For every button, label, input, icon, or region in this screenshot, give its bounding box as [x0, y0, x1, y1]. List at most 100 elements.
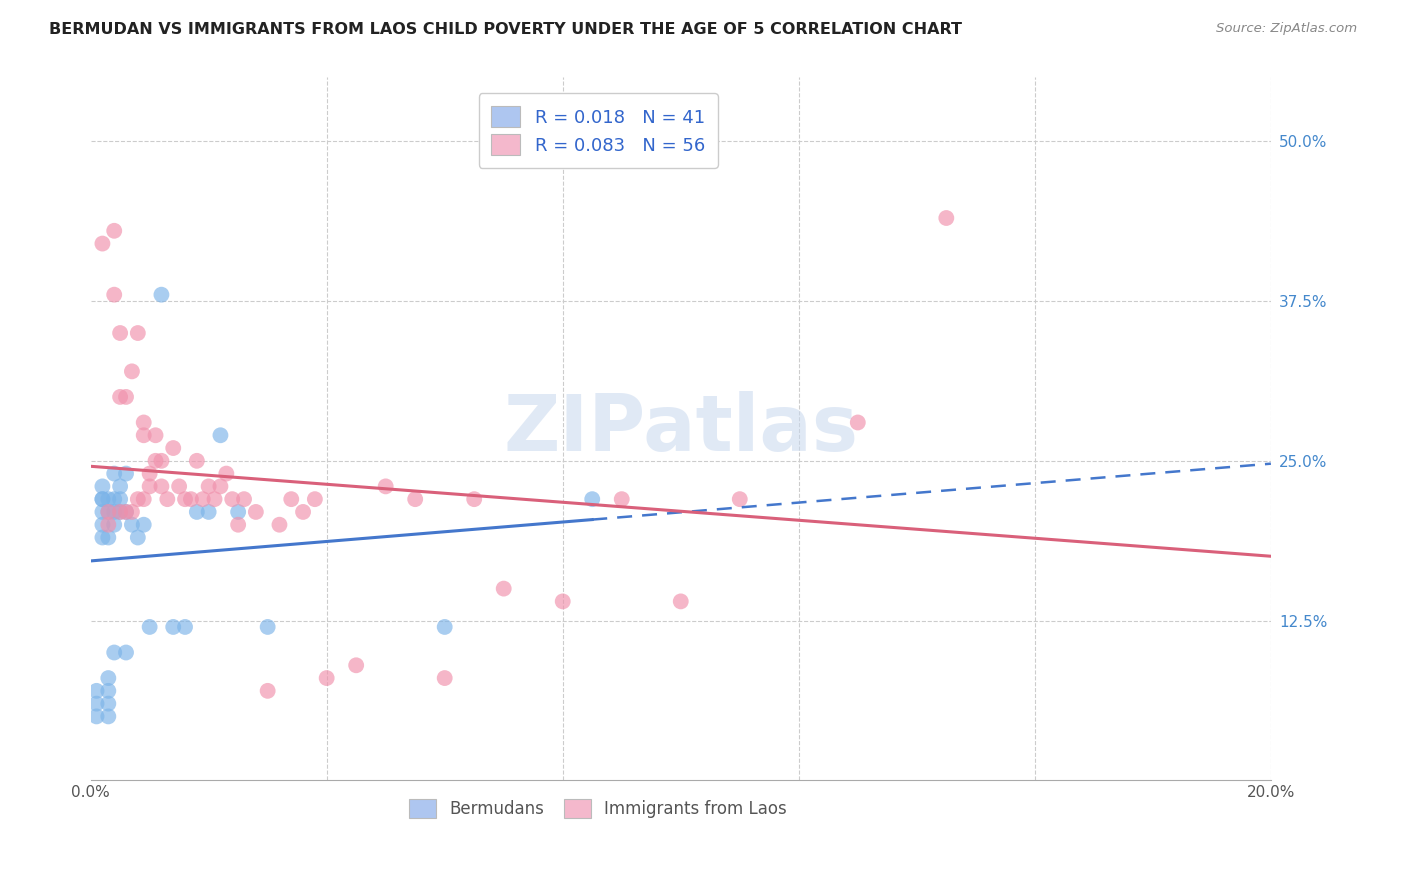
Point	[115, 646, 138, 660]
Point	[91, 531, 114, 545]
Point	[150, 479, 173, 493]
Point	[115, 505, 138, 519]
Point	[344, 658, 367, 673]
Point	[132, 492, 155, 507]
Point	[86, 709, 108, 723]
Point	[138, 467, 160, 481]
Point	[138, 479, 160, 493]
Point	[245, 505, 267, 519]
Point	[115, 505, 138, 519]
Point	[162, 620, 184, 634]
Point	[97, 683, 120, 698]
Point	[145, 454, 167, 468]
Point	[492, 582, 515, 596]
Point	[91, 236, 114, 251]
Point	[91, 517, 114, 532]
Point	[581, 492, 603, 507]
Point	[197, 505, 219, 519]
Point	[551, 594, 574, 608]
Point	[97, 517, 120, 532]
Point	[204, 492, 226, 507]
Point	[91, 505, 114, 519]
Point	[209, 428, 232, 442]
Text: Source: ZipAtlas.com: Source: ZipAtlas.com	[1216, 22, 1357, 36]
Point	[97, 531, 120, 545]
Point	[97, 505, 120, 519]
Point	[97, 492, 120, 507]
Point	[221, 492, 243, 507]
Point	[215, 467, 238, 481]
Point	[108, 479, 131, 493]
Point	[127, 326, 149, 340]
Point	[174, 620, 197, 634]
Point	[115, 390, 138, 404]
Point	[132, 517, 155, 532]
Point	[91, 492, 114, 507]
Point	[97, 671, 120, 685]
Point	[433, 620, 456, 634]
Point	[91, 479, 114, 493]
Point	[315, 671, 337, 685]
Point	[108, 505, 131, 519]
Point	[846, 416, 869, 430]
Point	[209, 479, 232, 493]
Point	[103, 492, 125, 507]
Point	[233, 492, 256, 507]
Point	[86, 697, 108, 711]
Point	[226, 517, 249, 532]
Point	[138, 620, 160, 634]
Text: ZIPatlas: ZIPatlas	[503, 391, 858, 467]
Point	[280, 492, 302, 507]
Point	[103, 467, 125, 481]
Point	[127, 531, 149, 545]
Point	[103, 505, 125, 519]
Point	[108, 505, 131, 519]
Point	[162, 441, 184, 455]
Point	[121, 505, 143, 519]
Point	[167, 479, 190, 493]
Point	[226, 505, 249, 519]
Point	[304, 492, 326, 507]
Point	[156, 492, 179, 507]
Point	[174, 492, 197, 507]
Point	[186, 505, 208, 519]
Point	[669, 594, 692, 608]
Point	[180, 492, 202, 507]
Point	[256, 620, 278, 634]
Point	[186, 454, 208, 468]
Legend: Bermudans, Immigrants from Laos: Bermudans, Immigrants from Laos	[402, 792, 793, 825]
Point	[121, 364, 143, 378]
Point	[103, 517, 125, 532]
Point	[91, 492, 114, 507]
Point	[108, 326, 131, 340]
Text: BERMUDAN VS IMMIGRANTS FROM LAOS CHILD POVERTY UNDER THE AGE OF 5 CORRELATION CH: BERMUDAN VS IMMIGRANTS FROM LAOS CHILD P…	[49, 22, 962, 37]
Point	[103, 646, 125, 660]
Point	[935, 211, 957, 225]
Point	[292, 505, 315, 519]
Point	[86, 683, 108, 698]
Point	[150, 287, 173, 301]
Point	[404, 492, 426, 507]
Point	[610, 492, 633, 507]
Point	[121, 517, 143, 532]
Point	[269, 517, 291, 532]
Point	[97, 505, 120, 519]
Point	[728, 492, 751, 507]
Point	[197, 479, 219, 493]
Point	[103, 224, 125, 238]
Point	[132, 416, 155, 430]
Point	[103, 287, 125, 301]
Point	[132, 428, 155, 442]
Point	[97, 697, 120, 711]
Point	[108, 492, 131, 507]
Point	[115, 467, 138, 481]
Point	[127, 492, 149, 507]
Point	[463, 492, 485, 507]
Point	[108, 390, 131, 404]
Point	[433, 671, 456, 685]
Point	[191, 492, 214, 507]
Point	[256, 683, 278, 698]
Point	[145, 428, 167, 442]
Point	[97, 709, 120, 723]
Point	[150, 454, 173, 468]
